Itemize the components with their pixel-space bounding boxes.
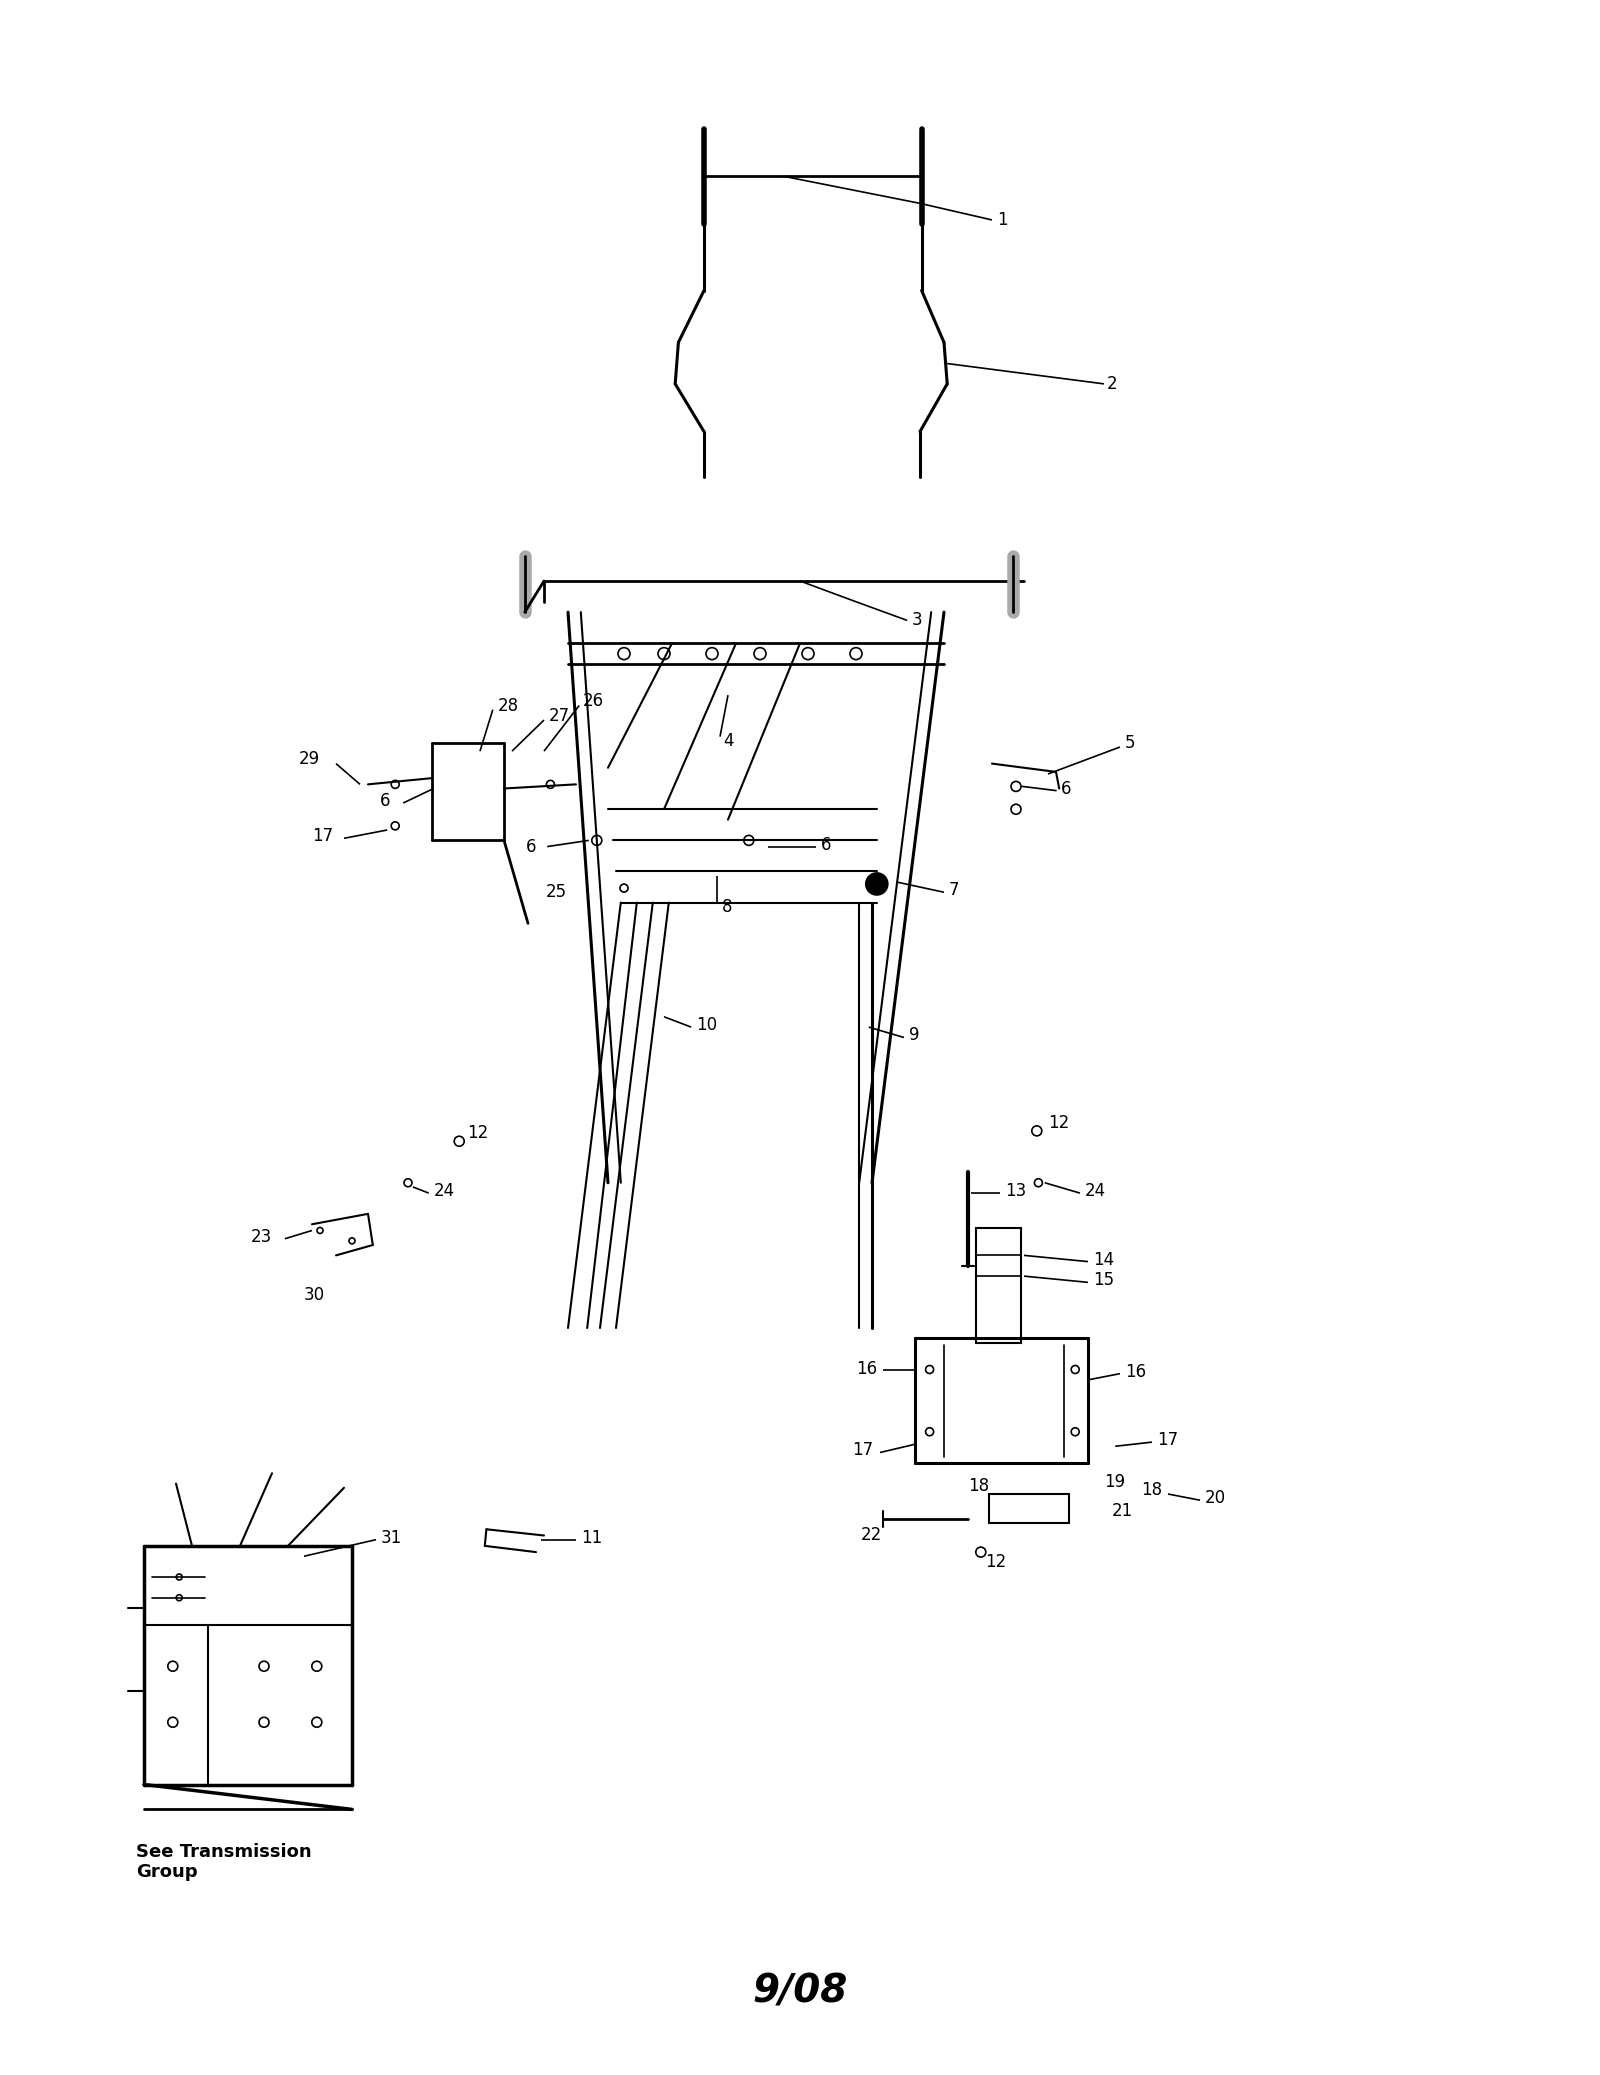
- Circle shape: [925, 1428, 933, 1436]
- Text: 24: 24: [1085, 1183, 1106, 1199]
- Text: 22: 22: [861, 1527, 882, 1544]
- Text: 15: 15: [1093, 1272, 1114, 1289]
- Circle shape: [168, 1662, 178, 1670]
- Text: 18: 18: [1141, 1482, 1162, 1498]
- Text: 16: 16: [856, 1361, 877, 1378]
- Circle shape: [925, 1365, 933, 1374]
- Circle shape: [403, 1179, 413, 1187]
- Text: 6: 6: [1061, 780, 1072, 797]
- Text: 28: 28: [498, 697, 518, 714]
- Circle shape: [1035, 1179, 1043, 1187]
- Text: 8: 8: [722, 898, 733, 915]
- Circle shape: [744, 836, 754, 845]
- Circle shape: [1072, 1365, 1078, 1374]
- Text: 12: 12: [986, 1554, 1006, 1571]
- Circle shape: [312, 1718, 322, 1726]
- Text: 7: 7: [949, 882, 960, 898]
- Text: 20: 20: [1205, 1490, 1226, 1506]
- Text: 5: 5: [1125, 735, 1136, 751]
- Circle shape: [1011, 805, 1021, 813]
- Circle shape: [621, 884, 627, 892]
- Circle shape: [259, 1718, 269, 1726]
- Text: 17: 17: [1157, 1432, 1178, 1448]
- Circle shape: [866, 874, 888, 894]
- Text: 6: 6: [821, 836, 832, 853]
- Bar: [989, 1494, 1069, 1523]
- Text: 12: 12: [1048, 1114, 1069, 1131]
- Text: 30: 30: [304, 1286, 325, 1303]
- Text: 9: 9: [909, 1027, 920, 1044]
- Circle shape: [754, 647, 766, 660]
- Text: 9/08: 9/08: [752, 1973, 848, 2011]
- Circle shape: [349, 1239, 355, 1243]
- Text: 14: 14: [1093, 1251, 1114, 1268]
- Circle shape: [1011, 782, 1021, 791]
- Text: 26: 26: [582, 693, 603, 710]
- Circle shape: [706, 647, 718, 660]
- Text: 2: 2: [1107, 376, 1118, 392]
- Circle shape: [1032, 1127, 1042, 1135]
- Text: 24: 24: [434, 1183, 454, 1199]
- Circle shape: [546, 780, 554, 788]
- Text: 13: 13: [1005, 1183, 1026, 1199]
- Text: 1: 1: [997, 212, 1008, 228]
- Text: 31: 31: [381, 1529, 402, 1546]
- Circle shape: [592, 836, 602, 845]
- Text: 23: 23: [251, 1228, 272, 1245]
- Text: 6: 6: [525, 838, 536, 855]
- Text: 11: 11: [581, 1529, 602, 1546]
- Text: 12: 12: [467, 1125, 488, 1141]
- Text: 29: 29: [299, 751, 320, 768]
- Circle shape: [976, 1548, 986, 1556]
- Circle shape: [312, 1662, 322, 1670]
- Text: 4: 4: [723, 732, 734, 749]
- Text: 16: 16: [1125, 1363, 1146, 1380]
- Circle shape: [259, 1662, 269, 1670]
- Text: 17: 17: [853, 1442, 874, 1459]
- Text: 10: 10: [696, 1017, 717, 1033]
- Text: 17: 17: [312, 828, 333, 845]
- Text: 25: 25: [546, 884, 566, 901]
- Bar: [976, 1228, 1021, 1343]
- Text: 19: 19: [1104, 1473, 1125, 1490]
- Circle shape: [176, 1575, 182, 1579]
- Circle shape: [390, 780, 400, 788]
- Circle shape: [802, 647, 814, 660]
- Text: 6: 6: [379, 793, 390, 809]
- Text: See Transmission
Group: See Transmission Group: [136, 1843, 312, 1882]
- Circle shape: [850, 647, 862, 660]
- Circle shape: [317, 1228, 323, 1233]
- Text: 21: 21: [1112, 1502, 1133, 1519]
- Circle shape: [1072, 1428, 1078, 1436]
- Circle shape: [454, 1137, 464, 1145]
- Circle shape: [390, 822, 400, 830]
- Circle shape: [618, 647, 630, 660]
- Circle shape: [658, 647, 670, 660]
- Text: 3: 3: [912, 612, 923, 629]
- Text: 18: 18: [968, 1477, 989, 1494]
- Text: 27: 27: [549, 708, 570, 724]
- Circle shape: [168, 1718, 178, 1726]
- Circle shape: [176, 1596, 182, 1600]
